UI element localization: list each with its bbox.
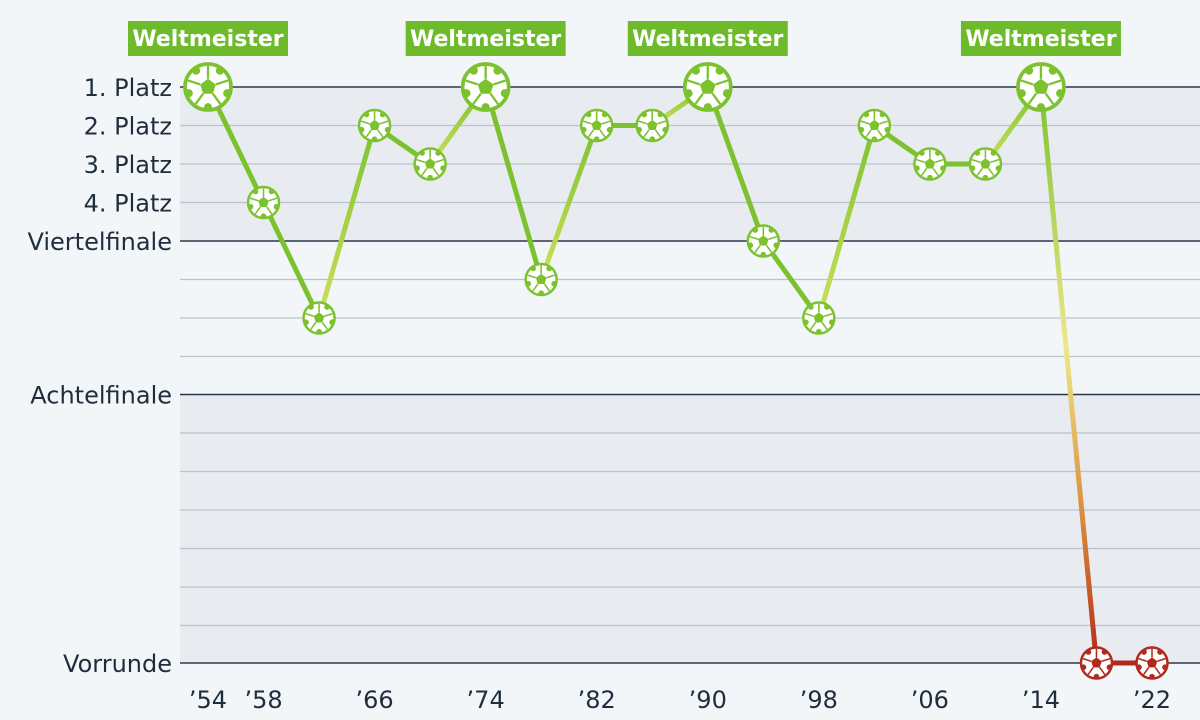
y-axis-labels: 1. Platz 2. Platz 3. Platz 4. Platz Viertelf… <box>27 74 172 678</box>
y-tick-label: 4. Platz <box>84 190 172 218</box>
annotation-badge: Weltmeister <box>627 21 788 56</box>
data-point-ball-icon <box>1135 646 1169 680</box>
data-point-ball-icon <box>802 301 836 335</box>
x-tick-label: ’54 <box>189 686 227 714</box>
data-point-ball-icon <box>357 108 392 143</box>
annotation-label: Weltmeister <box>132 27 283 52</box>
data-point-ball-icon <box>183 62 233 112</box>
annotation-label: Weltmeister <box>632 27 783 52</box>
data-point-ball-icon <box>1079 646 1114 680</box>
annotation-badge-bg <box>627 21 788 56</box>
annotation-label: Weltmeister <box>965 27 1116 52</box>
y-tick-label: Viertelfinale <box>27 228 172 256</box>
annotation-badge-bg <box>128 21 288 56</box>
data-point-ball-icon <box>524 262 558 297</box>
series-segment <box>816 123 877 321</box>
series-segment <box>705 84 766 244</box>
data-point-ball-icon <box>968 147 1003 181</box>
data-point-ball-icon <box>746 224 781 258</box>
data-point-ball-icon <box>857 108 892 143</box>
annotation-badge-bg <box>405 21 566 56</box>
annotation-badge: Weltmeister <box>960 21 1121 56</box>
series-segment <box>316 123 378 321</box>
series-segment <box>261 200 322 321</box>
annotation-badge-bg <box>960 21 1121 56</box>
x-tick-label: ’82 <box>578 686 616 714</box>
x-tick-label: ’74 <box>467 686 505 714</box>
data-point-ball-icon <box>460 62 511 112</box>
series-segment <box>1038 84 1099 666</box>
x-tick-label: ’22 <box>1133 686 1171 714</box>
x-tick-label: ’06 <box>911 686 949 714</box>
annotation-badge: Weltmeister <box>405 21 566 56</box>
series-points <box>183 62 1169 680</box>
data-point-ball-icon <box>413 147 447 181</box>
data-point-ball-icon <box>302 301 336 335</box>
x-tick-label: ’98 <box>800 686 838 714</box>
grid-lines <box>180 86 1200 664</box>
y-tick-label: 1. Platz <box>84 74 172 102</box>
x-tick-label: ’14 <box>1022 686 1060 714</box>
x-tick-label: ’90 <box>689 686 727 714</box>
x-tick-label: ’66 <box>356 686 394 714</box>
data-point-ball-icon <box>246 185 281 220</box>
series-segment <box>483 84 544 282</box>
y-tick-label: Achtelfinale <box>30 382 172 410</box>
series-segment <box>538 123 600 282</box>
x-axis-labels: ’54 ’58 ’66 ’74 ’82 ’90 ’98 ’06 ’14 ’22 <box>189 686 1171 714</box>
annotation-badge: Weltmeister <box>128 21 288 56</box>
band-lower <box>180 394 1200 663</box>
x-tick-label: ’58 <box>244 686 282 714</box>
y-tick-label: Vorrunde <box>63 650 172 678</box>
data-point-ball-icon <box>635 108 669 143</box>
annotations: Weltmeister Weltmeister Weltmeister Weltmei… <box>128 21 1121 56</box>
y-tick-label: 2. Platz <box>84 113 172 141</box>
annotation-label: Weltmeister <box>410 27 561 52</box>
data-point-ball-icon <box>1016 62 1066 112</box>
y-tick-label: 3. Platz <box>84 151 172 179</box>
data-point-ball-icon <box>913 147 947 181</box>
data-point-ball-icon <box>579 108 614 143</box>
data-point-ball-icon <box>682 62 733 112</box>
